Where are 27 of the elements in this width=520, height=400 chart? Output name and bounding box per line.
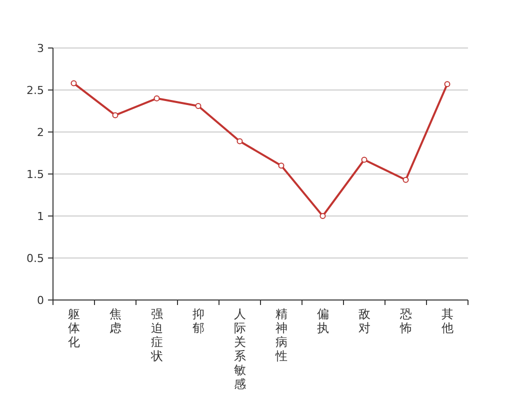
x-tick-label: 人际关系敏感: [234, 307, 246, 391]
point: [278, 162, 284, 169]
x-tick-label: 抑郁: [192, 307, 204, 335]
point: [361, 156, 368, 163]
point: [195, 102, 202, 109]
y-tick-label: 0: [37, 294, 44, 307]
x-tick-label: 其他: [441, 307, 454, 335]
x-tick-label: 强迫症状: [150, 307, 163, 363]
point: [70, 80, 77, 86]
y-tick-label: 0.5: [26, 252, 44, 265]
y-tick-label: 1: [37, 210, 44, 223]
point: [112, 112, 118, 118]
x-tick-label: 敌对: [358, 307, 370, 335]
x-tick-label: 躯体化: [68, 307, 80, 349]
y-tick-label: 2: [37, 126, 44, 139]
point: [236, 138, 243, 144]
point: [320, 213, 326, 219]
x-tick-label: 偏执: [316, 307, 329, 335]
x-tick-label: 恐怖: [398, 307, 412, 335]
point: [444, 81, 450, 88]
point: [154, 95, 160, 102]
x-tick-label: 焦虑: [109, 307, 122, 335]
x-tick-label: 精神病性: [274, 307, 288, 363]
y-tick-label: 2.5: [26, 84, 44, 97]
y-tick-label: 3: [37, 42, 44, 55]
y-tick-label: 1.5: [26, 168, 44, 181]
point: [402, 176, 409, 183]
